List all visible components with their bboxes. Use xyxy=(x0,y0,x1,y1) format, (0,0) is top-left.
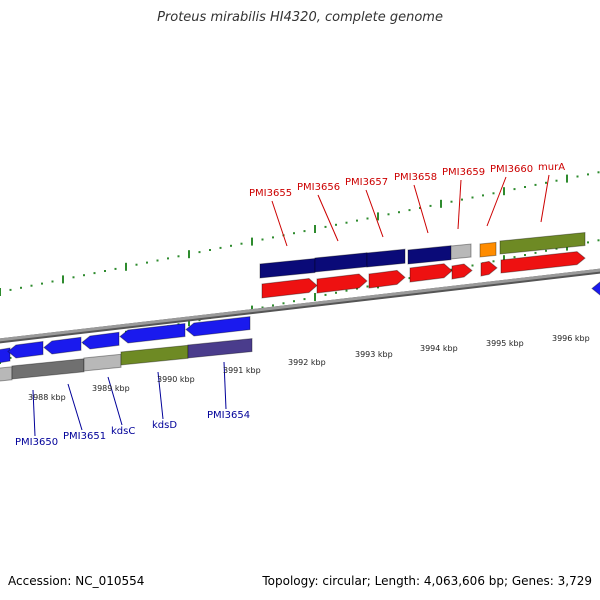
cds-block xyxy=(314,252,368,273)
feature-layer xyxy=(0,231,600,382)
leader-line xyxy=(223,361,227,410)
gene-label: PMI3651 xyxy=(63,431,106,442)
gene-arrow xyxy=(261,277,318,299)
gene-arrow xyxy=(0,347,11,364)
genome-summary: Topology: circular; Length: 4,063,606 bp… xyxy=(262,574,592,588)
leader-line xyxy=(486,176,507,227)
cds-block xyxy=(407,245,452,265)
gene-arrow xyxy=(7,340,44,359)
gene-arrow xyxy=(500,251,586,274)
gene-label: PMI3657 xyxy=(345,177,388,188)
backbone-line xyxy=(0,268,600,342)
label-layer: 3988 kbp 3989 kbp 3990 kbp 3991 kbp 3992 kbp… xyxy=(15,162,590,448)
gene-arrow xyxy=(451,263,473,280)
gene-label: PMI3655 xyxy=(249,188,292,199)
leader-line-layer xyxy=(32,174,550,437)
scale-label: 3995 kbp xyxy=(486,339,524,348)
leader-line xyxy=(32,389,36,437)
leader-line xyxy=(365,189,384,238)
gene-label: PMI3650 xyxy=(15,437,58,448)
leader-line xyxy=(157,371,164,420)
gene-label: kdsC xyxy=(111,426,135,437)
gene-arrow xyxy=(43,336,82,355)
backbone-layer xyxy=(0,268,600,344)
scale-label: 3989 kbp xyxy=(92,384,130,393)
gene-label: murA xyxy=(538,162,565,173)
cds-block xyxy=(366,248,406,268)
gene-label: PMI3658 xyxy=(394,172,437,183)
cds-block xyxy=(83,353,122,372)
leader-line xyxy=(107,376,123,426)
cds-block xyxy=(120,344,189,366)
gene-arrow xyxy=(185,316,251,337)
gene-arrow xyxy=(480,260,498,277)
gene-label: PMI3654 xyxy=(207,410,250,421)
scale-label: 3988 kbp xyxy=(28,393,66,402)
gene-label: PMI3660 xyxy=(490,164,533,175)
gene-arrow xyxy=(81,331,120,350)
gene-arrow xyxy=(119,322,186,344)
scale-label: 3996 kbp xyxy=(552,334,590,343)
cds-block xyxy=(187,338,253,359)
scale-label: 3990 kbp xyxy=(157,375,195,384)
leader-line xyxy=(540,174,550,223)
cds-block xyxy=(450,243,472,260)
leader-line xyxy=(457,179,462,230)
gene-label: kdsD xyxy=(152,420,177,431)
gene-label: PMI3656 xyxy=(297,182,340,193)
gene-arrow xyxy=(591,281,600,296)
scale-label: 3991 kbp xyxy=(223,366,261,375)
gene-label: PMI3659 xyxy=(442,167,485,178)
leader-line xyxy=(271,200,288,247)
cds-block xyxy=(259,257,316,279)
scale-label: 3992 kbp xyxy=(288,358,326,367)
gene-arrow xyxy=(368,269,406,289)
scale-label: 3994 kbp xyxy=(420,344,458,353)
scale-label: 3993 kbp xyxy=(355,350,393,359)
gene-arrow xyxy=(316,273,368,294)
cds-block xyxy=(479,241,497,258)
leader-line xyxy=(67,383,83,431)
cds-block xyxy=(499,231,586,255)
leader-line xyxy=(413,184,429,234)
page-title: Proteus mirabilis HI4320, complete genom… xyxy=(157,10,443,25)
leader-line xyxy=(317,194,339,242)
cds-block xyxy=(11,358,85,380)
cds-block xyxy=(0,366,13,382)
accession-label: Accession: NC_010554 xyxy=(8,574,145,588)
gene-arrow xyxy=(409,263,453,283)
